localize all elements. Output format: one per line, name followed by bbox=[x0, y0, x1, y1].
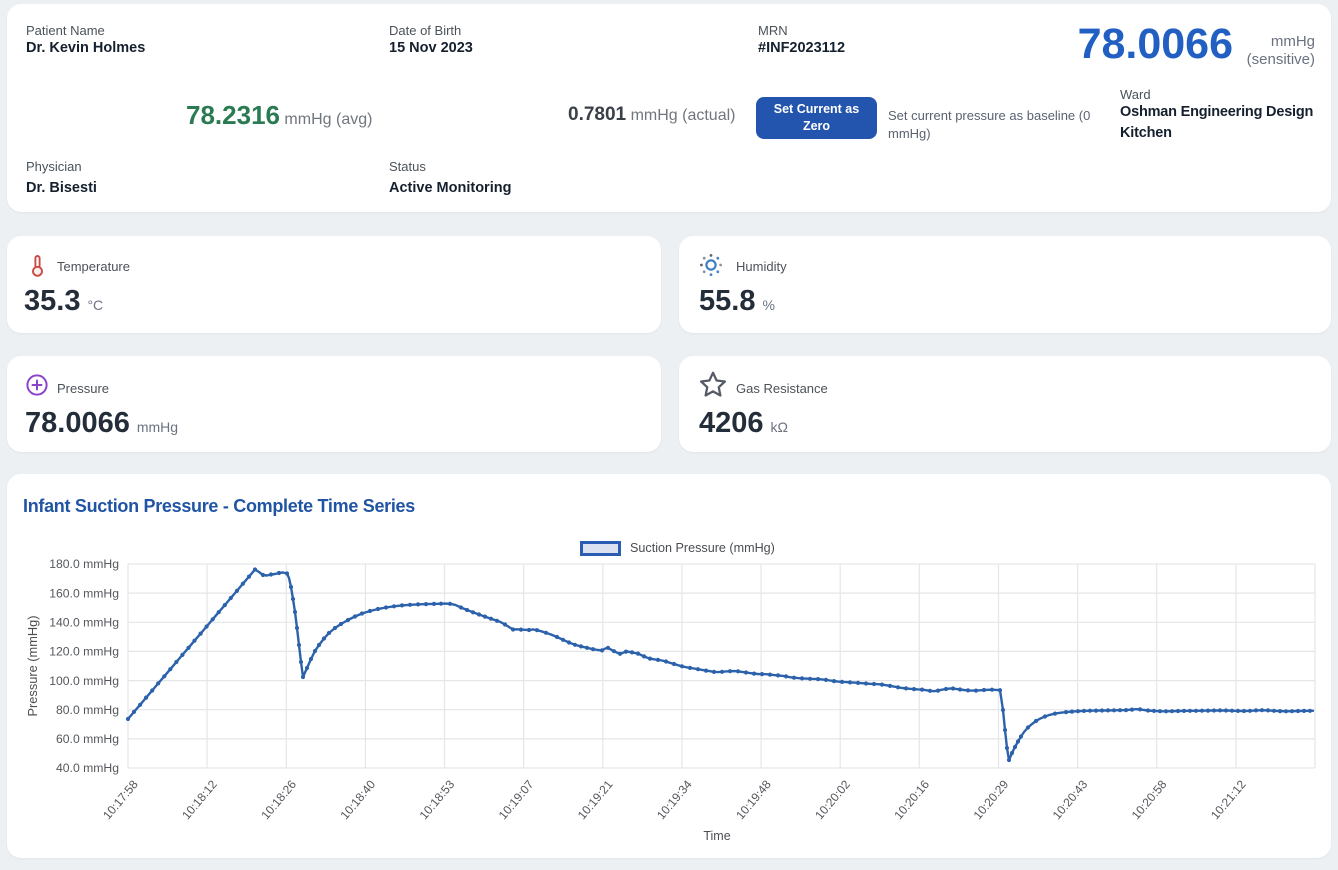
svg-text:80.0 mmHg: 80.0 mmHg bbox=[56, 703, 119, 717]
svg-text:10:20:02: 10:20:02 bbox=[812, 777, 853, 822]
svg-text:10:19:48: 10:19:48 bbox=[733, 777, 774, 822]
svg-text:140.0 mmHg: 140.0 mmHg bbox=[49, 616, 119, 630]
svg-text:180.0 mmHg: 180.0 mmHg bbox=[49, 557, 119, 571]
svg-text:10:17:58: 10:17:58 bbox=[100, 777, 141, 822]
svg-text:10:20:16: 10:20:16 bbox=[891, 777, 932, 822]
svg-text:10:21:12: 10:21:12 bbox=[1208, 777, 1249, 822]
svg-text:40.0 mmHg: 40.0 mmHg bbox=[56, 761, 119, 775]
svg-text:120.0 mmHg: 120.0 mmHg bbox=[49, 645, 119, 659]
svg-text:10:20:58: 10:20:58 bbox=[1129, 777, 1170, 822]
svg-text:10:19:21: 10:19:21 bbox=[575, 777, 616, 822]
svg-text:160.0 mmHg: 160.0 mmHg bbox=[49, 586, 119, 600]
svg-text:10:18:40: 10:18:40 bbox=[337, 777, 378, 822]
svg-text:10:19:07: 10:19:07 bbox=[496, 777, 537, 822]
svg-text:10:18:26: 10:18:26 bbox=[258, 777, 299, 822]
svg-text:60.0 mmHg: 60.0 mmHg bbox=[56, 732, 119, 746]
svg-text:Pressure (mmHg): Pressure (mmHg) bbox=[25, 616, 40, 717]
svg-text:10:18:53: 10:18:53 bbox=[417, 777, 458, 822]
svg-text:100.0 mmHg: 100.0 mmHg bbox=[49, 674, 119, 688]
svg-text:10:20:43: 10:20:43 bbox=[1050, 777, 1091, 822]
svg-text:Time: Time bbox=[703, 829, 730, 843]
svg-text:10:20:29: 10:20:29 bbox=[971, 777, 1012, 822]
svg-text:10:18:12: 10:18:12 bbox=[179, 777, 220, 822]
svg-text:10:19:34: 10:19:34 bbox=[654, 777, 695, 822]
